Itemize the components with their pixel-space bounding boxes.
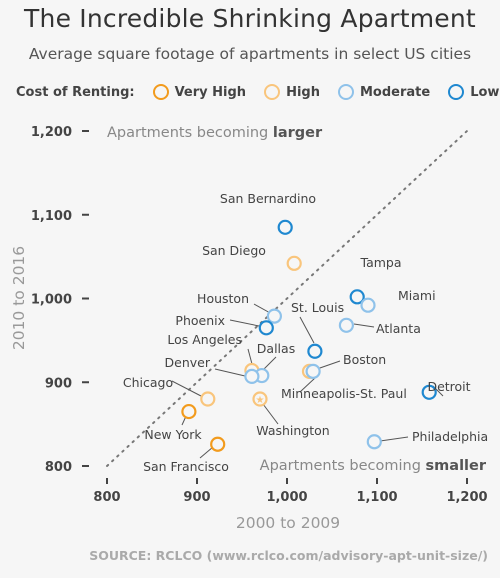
label-miami: Miami — [398, 288, 436, 303]
point-san-francisco — [210, 436, 226, 452]
label-los-angeles: Los Angeles — [167, 332, 242, 347]
label-denver: Denver — [165, 355, 211, 370]
label-tampa: Tampa — [360, 255, 402, 270]
point-washington — [252, 391, 268, 407]
label-phoenix: Phoenix — [175, 313, 225, 328]
point-tampa — [349, 289, 365, 305]
x-tick-label: 1,200 — [446, 490, 487, 505]
point-houston — [266, 308, 282, 324]
chart-subtitle: Average square footage of apartments in … — [28, 45, 472, 63]
point-miami — [360, 297, 376, 313]
label-atlanta: Atlanta — [376, 321, 421, 336]
point-detroit — [421, 384, 437, 400]
legend-item-very-high: Very High — [152, 84, 247, 100]
legend-label-high: High — [286, 84, 320, 100]
legend-swatch-low — [448, 84, 465, 100]
x-axis-title: 2000 to 2009 — [236, 514, 340, 532]
label-st-louis: St. Louis — [291, 300, 344, 315]
point-chicago — [200, 391, 216, 407]
label-new-york: New York — [144, 427, 202, 442]
label-detroit: Detroit — [427, 379, 470, 394]
leader-st-louis — [299, 316, 315, 344]
leader-san-francisco — [199, 446, 214, 459]
legend-item-high: High — [264, 84, 320, 100]
point-atlanta — [338, 317, 354, 333]
leader-chicago — [171, 380, 202, 397]
point-minneapolis-st-paul — [305, 363, 321, 379]
leader-atlanta — [353, 323, 375, 328]
y-tick-label: 1,100 — [31, 209, 72, 224]
x-tick-label: 900 — [183, 490, 210, 505]
label-washington: Washington — [256, 423, 329, 438]
reference-line — [106, 130, 468, 467]
source-note: SOURCE: RCLCO (www.rclco.com/advisory-ap… — [89, 548, 488, 563]
legend-item-moderate: Moderate — [337, 84, 431, 100]
legend-swatch-moderate — [337, 84, 354, 100]
legend-item-low: Low — [448, 84, 499, 100]
legend-swatch-high — [264, 84, 281, 100]
label-dallas: Dallas — [257, 341, 295, 356]
point-san-bernardino — [277, 219, 293, 235]
point-san-diego — [286, 255, 302, 271]
annotation-larger: Apartments becoming larger — [107, 125, 323, 141]
y-tick-label: 1,000 — [31, 293, 72, 308]
legend-label-low: Low — [470, 84, 500, 100]
label-philadelphia: Philadelphia — [412, 429, 488, 444]
point-phoenix — [258, 320, 274, 336]
y-axis-title: 2010 to 2016 — [10, 246, 28, 350]
label-minneapolis-st-paul: Minneapolis-St. Paul — [281, 386, 407, 401]
leader-los-angeles — [247, 348, 253, 365]
label-houston: Houston — [197, 291, 249, 306]
x-tick-label: 1,000 — [266, 490, 307, 505]
legend-label-moderate: Moderate — [359, 84, 431, 100]
leader-boston — [316, 360, 341, 370]
legend-swatch-very-high — [152, 84, 169, 100]
label-san-diego: San Diego — [202, 243, 266, 258]
x-tick-label: 800 — [93, 490, 120, 505]
point-denver — [244, 368, 260, 384]
legend: Cost of Renting: Very High High Moderate… — [16, 84, 499, 100]
y-tick-label: 1,200 — [31, 125, 72, 140]
leader-phoenix — [229, 319, 260, 327]
label-boston: Boston — [343, 352, 386, 367]
star-icon: ★ — [256, 395, 265, 406]
y-tick-label: 900 — [45, 376, 72, 391]
label-chicago: Chicago — [123, 375, 173, 390]
y-tick-label: 800 — [45, 460, 72, 475]
leader-minneapolis-st-paul — [299, 377, 316, 393]
legend-title: Cost of Renting: — [16, 84, 135, 100]
legend-label-very-high: Very High — [174, 84, 247, 100]
chart-title: The Incredible Shrinking Apartment — [24, 4, 476, 33]
leader-denver — [214, 368, 246, 377]
label-san-bernardino: San Bernardino — [220, 191, 316, 206]
x-tick-label: 1,100 — [356, 490, 397, 505]
leader-philadelphia — [379, 436, 409, 442]
leader-washington — [262, 403, 279, 425]
point-new-york — [181, 403, 197, 420]
label-san-francisco: San Francisco — [143, 459, 229, 474]
point-philadelphia — [366, 434, 382, 450]
annotation-smaller: Apartments becoming smaller — [260, 458, 487, 474]
point-st-louis — [307, 343, 323, 359]
